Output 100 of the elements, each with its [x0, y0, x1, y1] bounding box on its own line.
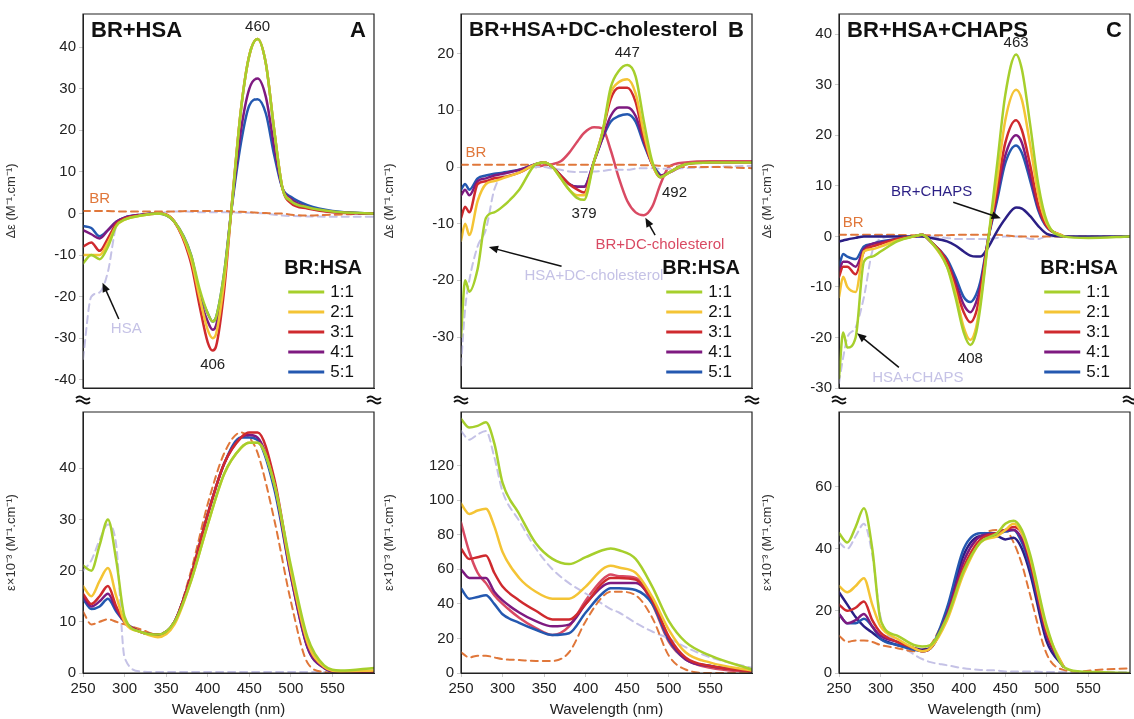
annotation: HSA+DC-cholesterol [524, 266, 664, 284]
legend-label: 3:1 [708, 321, 732, 341]
x-tick-label: 300 [490, 679, 516, 697]
legend-title: BR:HSA [284, 255, 363, 278]
y-axis-title: ε×10⁻³ (M⁻¹.cm⁻¹) [381, 494, 397, 591]
annotation: BR+CHAPS [890, 182, 973, 200]
y-tick-label: 40 [437, 594, 454, 611]
y-tick-label: -20 [810, 327, 832, 345]
legend-label: 5:1 [1086, 361, 1110, 381]
x-axis-title: Wavelength (nm) [927, 700, 1042, 718]
y-tick-label: 0 [823, 663, 832, 681]
annotation: B [728, 17, 744, 43]
legend-label: 2:1 [708, 301, 732, 321]
y-tick-label: 60 [437, 559, 454, 577]
chart-title: BR+HSA [91, 17, 183, 43]
y-tick-label: 30 [59, 78, 76, 96]
x-tick-label: 450 [992, 679, 1018, 697]
y-tick-label: 100 [428, 490, 454, 508]
y-tick-label: 120 [428, 455, 454, 473]
y-tick-label: 20 [59, 120, 76, 138]
x-tick-label: 300 [868, 679, 894, 697]
annotation: 379 [571, 204, 597, 222]
legend-label: 2:1 [330, 301, 354, 321]
y-tick-label: 40 [815, 538, 832, 556]
annotation: 408 [957, 349, 983, 367]
y-tick-label: 20 [815, 601, 832, 618]
annotation: A [350, 17, 367, 43]
annotation: 460 [245, 17, 271, 35]
y-tick-label: -30 [810, 378, 832, 396]
y-tick-label: 20 [437, 628, 454, 646]
y-tick-label: 10 [59, 162, 76, 180]
annotation: HSA+CHAPS [872, 367, 964, 385]
x-tick-label: 250 [448, 679, 474, 697]
y-tick-label: 0 [67, 663, 76, 681]
legend-label: 1:1 [1086, 281, 1110, 301]
annotation: C [1106, 17, 1123, 43]
x-tick-label: 500 [656, 679, 682, 697]
y-tick-label: 0 [445, 663, 454, 681]
x-tick-label: 350 [531, 679, 557, 697]
y-axis-title: ε×10⁻³ (M⁻¹.cm⁻¹) [3, 494, 19, 591]
x-tick-label: 550 [697, 679, 723, 697]
y-tick-label: 10 [59, 611, 76, 629]
annotation: HSA [110, 319, 142, 337]
x-tick-label: 550 [1075, 679, 1101, 697]
annotation: 447 [614, 43, 640, 61]
annotation: BR [89, 189, 111, 207]
y-tick-label: 10 [815, 175, 832, 193]
x-tick-label: 400 [573, 679, 599, 697]
legend-label: 3:1 [330, 321, 354, 341]
y-tick-label: 20 [815, 125, 832, 143]
y-tick-label: -10 [810, 277, 832, 295]
y-tick-label: 40 [59, 37, 76, 55]
y-tick-label: 30 [59, 509, 76, 527]
x-tick-label: 400 [951, 679, 977, 697]
legend-label: 1:1 [708, 281, 732, 301]
y-tick-label: 40 [815, 24, 832, 42]
legend-title: BR:HSA [662, 255, 741, 278]
legend-label: 2:1 [1086, 301, 1110, 321]
x-tick-label: 250 [70, 679, 96, 697]
y-tick-label: -20 [432, 270, 454, 288]
x-tick-label: 500 [1034, 679, 1060, 697]
annotation: 492 [662, 183, 688, 201]
x-axis-title: Wavelength (nm) [549, 700, 664, 718]
annotation: BR [842, 213, 864, 230]
x-tick-label: 500 [278, 679, 304, 697]
x-tick-label: 400 [195, 679, 221, 697]
y-tick-label: 60 [815, 476, 832, 494]
y-tick-label: -10 [432, 213, 454, 231]
x-tick-label: 450 [236, 679, 262, 697]
annotation: BR [465, 142, 487, 160]
y-tick-label: -20 [54, 286, 76, 304]
x-tick-label: 350 [153, 679, 179, 697]
legend-label: 4:1 [708, 341, 732, 361]
legend-label: 4:1 [1086, 341, 1110, 361]
legend-label: 1:1 [330, 281, 354, 301]
y-tick-label: -40 [54, 369, 76, 387]
y-axis-title: Δε (M⁻¹.cm⁻¹) [381, 163, 397, 239]
x-tick-label: 550 [319, 679, 345, 697]
y-tick-label: 0 [445, 157, 454, 175]
legend-label: 3:1 [1086, 321, 1110, 341]
y-tick-label: -10 [54, 245, 76, 263]
x-tick-label: 350 [909, 679, 935, 697]
y-axis-title: Δε (M⁻¹.cm⁻¹) [3, 163, 19, 239]
x-tick-label: 450 [614, 679, 640, 697]
y-tick-label: 0 [823, 226, 832, 244]
x-axis-title: Wavelength (nm) [171, 700, 286, 718]
annotation: BR+DC-cholesterol [595, 235, 725, 253]
y-tick-label: 20 [437, 43, 454, 61]
legend-label: 5:1 [330, 361, 354, 381]
y-tick-label: 80 [437, 524, 454, 542]
legend-label: 4:1 [330, 341, 354, 361]
y-tick-label: 20 [59, 560, 76, 578]
y-axis-title: Δε (M⁻¹.cm⁻¹) [759, 163, 775, 239]
y-tick-label: 0 [67, 203, 76, 221]
chart-title: BR+HSA+DC-cholesterol [469, 17, 718, 41]
y-tick-label: -30 [432, 327, 454, 345]
y-tick-label: 40 [59, 458, 76, 476]
x-tick-label: 300 [112, 679, 138, 697]
y-axis-title: ε×10⁻³ (M⁻¹.cm⁻¹) [759, 494, 775, 591]
legend-label: 5:1 [708, 361, 732, 381]
